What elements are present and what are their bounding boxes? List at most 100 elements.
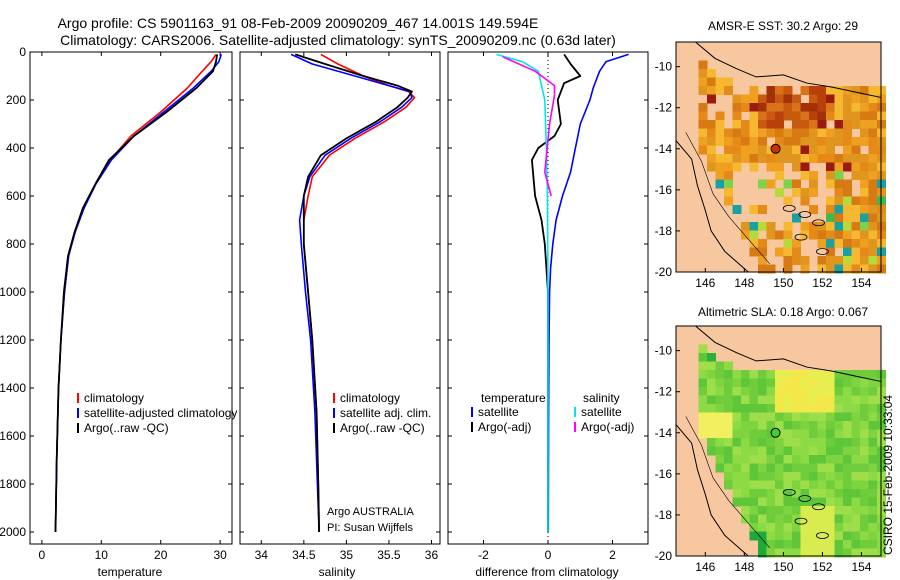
map-cell [851, 463, 861, 473]
map-ytick-label: -20 [655, 265, 673, 279]
map-cell [826, 162, 835, 172]
map-cell [783, 103, 793, 112]
map-cell [843, 429, 852, 439]
map-cell [868, 222, 878, 231]
map-cell [834, 531, 844, 541]
map-cell [715, 412, 725, 422]
map-cell [715, 137, 725, 146]
map-cell [715, 86, 725, 95]
map-cell [826, 94, 835, 104]
map-cell [860, 378, 869, 388]
map-cell [868, 230, 878, 240]
map-cell [775, 154, 784, 163]
map-cell [826, 239, 835, 248]
figure-title-line2: Climatology: CARS2006. Satellite-adjuste… [60, 32, 616, 48]
map-cell [809, 154, 818, 163]
sla-map: 146 148 150 152 154 -10 -12 -14 -16 -18 -20 [655, 325, 886, 574]
map-cell [868, 179, 878, 189]
map-xtick-label: 152 [812, 560, 832, 574]
map-cell [800, 370, 810, 379]
map-cell [792, 404, 801, 413]
coastline-png [695, 325, 882, 382]
map-cell [817, 111, 827, 121]
map-cell [826, 497, 835, 507]
map-cell [707, 120, 716, 129]
reef-outline [816, 532, 829, 539]
map-cell [860, 162, 869, 172]
map-cell [817, 429, 827, 439]
map-cell [843, 540, 852, 549]
map-cell [851, 387, 861, 396]
map-cell [851, 154, 861, 163]
legend-entry: satellite [581, 405, 622, 419]
map-cell [826, 446, 835, 456]
map-cell [783, 514, 793, 524]
map-cell [843, 196, 852, 206]
map-cell [843, 179, 852, 189]
map-cell [843, 514, 852, 524]
map-cell [707, 395, 716, 405]
map-ytick-label: -18 [655, 508, 673, 522]
map-cell [868, 264, 878, 274]
map-cell [792, 540, 801, 549]
map-cell [775, 103, 784, 112]
map-cell [715, 361, 725, 371]
legend-entry: Argo(-adj) [581, 420, 634, 434]
map-cell [775, 171, 784, 180]
map-cell [860, 230, 869, 240]
map-cell [834, 213, 844, 223]
map-cell [741, 94, 750, 104]
map-cell [826, 480, 835, 490]
map-cell [851, 506, 861, 515]
map-cell [707, 162, 716, 172]
map-cell [783, 94, 793, 104]
map-cell [843, 247, 852, 257]
map-cell [741, 446, 750, 456]
map-cell [775, 387, 784, 396]
map-cell [817, 230, 827, 240]
difference-xtick-label: 0 [545, 548, 552, 562]
map-cell [868, 154, 878, 163]
map-cell [749, 205, 759, 214]
map-cell [800, 103, 810, 112]
map-cell [749, 162, 759, 172]
map-cell [826, 213, 835, 223]
map-cell [749, 404, 759, 413]
map-cell [817, 489, 827, 498]
coastline [675, 140, 749, 273]
map-cell [800, 86, 810, 95]
map-cell [834, 370, 844, 379]
map-cell [843, 162, 852, 172]
map-xtick-label: 152 [812, 276, 832, 290]
sla-map-title: Altimetric SLA: 0.18 Argo: 0.067 [698, 305, 868, 319]
map-cell [851, 230, 861, 240]
map-cell [851, 196, 861, 206]
map-cell [809, 387, 818, 396]
map-cell [826, 404, 835, 413]
map-cell [741, 489, 750, 498]
map-cell [809, 548, 818, 558]
map-cell [792, 395, 801, 405]
map-cell [715, 120, 725, 129]
map-cell [758, 222, 767, 231]
map-cell [724, 145, 733, 155]
map-cell [766, 154, 776, 163]
map-cell [834, 256, 844, 265]
map-cell [766, 455, 776, 464]
map-cell [826, 463, 835, 473]
map-cell [868, 506, 878, 515]
map-cell [868, 86, 878, 95]
map-cell [843, 111, 852, 121]
map-cell [834, 86, 844, 95]
map-cell [758, 205, 767, 214]
map-cell [775, 446, 784, 456]
map-cell [775, 378, 784, 388]
map-cell [741, 103, 750, 112]
map-cell [749, 429, 759, 439]
map-cell [817, 154, 827, 163]
map-cell [860, 154, 869, 163]
map-cell [749, 387, 759, 396]
map-cell [826, 514, 835, 524]
map-cell [715, 171, 725, 180]
